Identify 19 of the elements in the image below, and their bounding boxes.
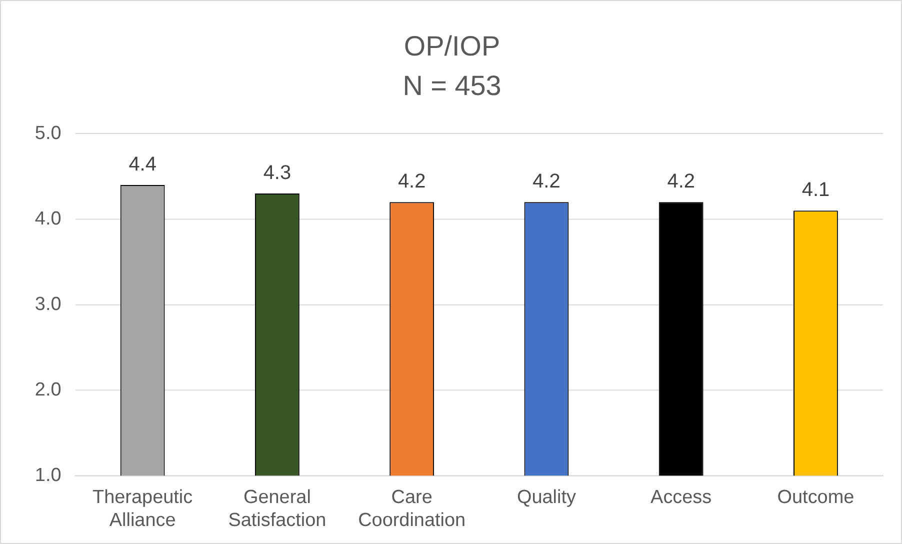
chart-subtitle: N = 453	[402, 70, 502, 101]
chart-title: OP/IOP	[404, 30, 500, 62]
y-tick-label: 4.0	[34, 208, 62, 230]
data-label: 4.2	[532, 170, 560, 193]
x-tick-label: Outcome	[777, 487, 854, 508]
y-tick-label: 3.0	[34, 294, 62, 315]
x-tick-label: Quality	[516, 487, 576, 508]
x-tick-label: General Satisfaction	[228, 487, 326, 531]
data-label: 4.2	[398, 170, 426, 193]
data-label: 4.1	[802, 179, 830, 202]
data-label: 4.3	[263, 162, 292, 184]
y-tick-label: 1.0	[34, 464, 62, 486]
y-tick-label: 5.0	[34, 122, 62, 144]
y-tick-label: 2.0	[34, 379, 62, 400]
x-tick-label: Access	[650, 487, 712, 508]
data-label: 4.4	[128, 154, 156, 176]
data-label: 4.2	[667, 170, 695, 193]
x-tick-label: Care Coordination	[358, 487, 466, 531]
x-tick-label: Therapeutic Alliance	[92, 487, 193, 531]
